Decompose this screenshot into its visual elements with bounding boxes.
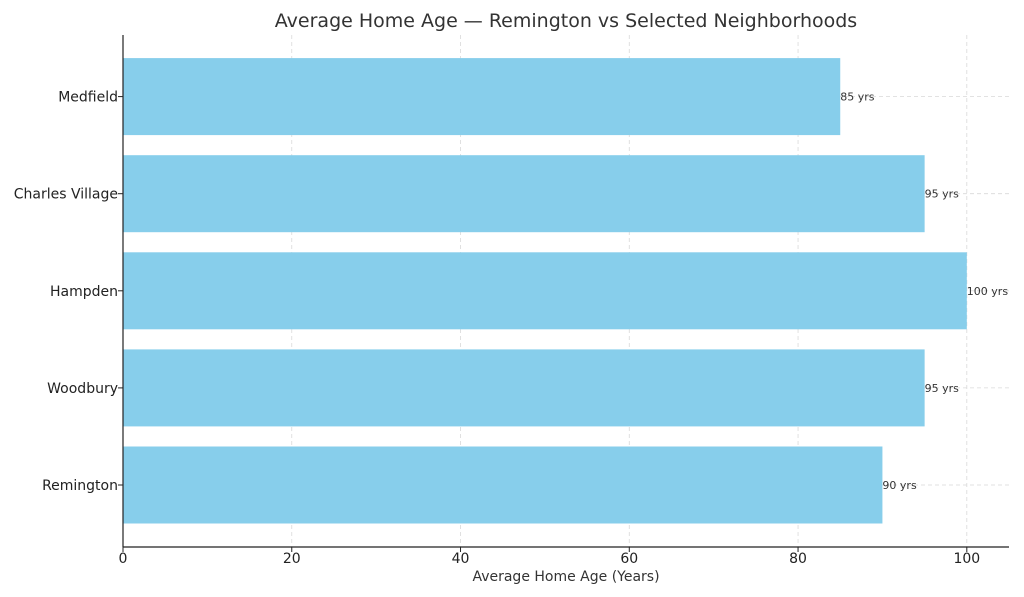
category-label: Medfield — [58, 90, 118, 106]
category-label: Hampden — [50, 284, 118, 300]
bars — [123, 58, 967, 524]
data-label: 95 yrs — [925, 382, 960, 395]
x-axis-label: Average Home Age (Years) — [472, 569, 659, 585]
bar — [123, 349, 925, 427]
category-label: Charles Village — [14, 187, 118, 203]
data-label: 95 yrs — [925, 188, 960, 201]
data-label: 90 yrs — [882, 479, 917, 492]
x-tick-label: 100 — [953, 551, 980, 567]
bar — [123, 252, 967, 330]
category-labels: Remington Woodbury Hampden Charles Village M… — [14, 90, 123, 494]
data-label: 85 yrs — [840, 91, 875, 104]
data-label: 100 yrs — [967, 285, 1009, 298]
x-tick-label: 0 — [119, 551, 128, 567]
x-tick-label: 80 — [789, 551, 807, 567]
x-tick-label: 40 — [452, 551, 470, 567]
bar — [123, 58, 841, 136]
category-label: Remington — [42, 478, 118, 494]
category-label: Woodbury — [47, 381, 118, 397]
bar — [123, 446, 883, 524]
data-labels: 90 yrs 95 yrs 100 yrs 95 yrs 85 yrs — [840, 91, 1008, 492]
x-tick-labels: 0 20 40 60 80 100 — [119, 547, 980, 567]
x-tick-label: 60 — [620, 551, 638, 567]
chart-title: Average Home Age — Remington vs Selected… — [275, 10, 857, 32]
x-tick-label: 20 — [283, 551, 301, 567]
bar — [123, 155, 925, 233]
